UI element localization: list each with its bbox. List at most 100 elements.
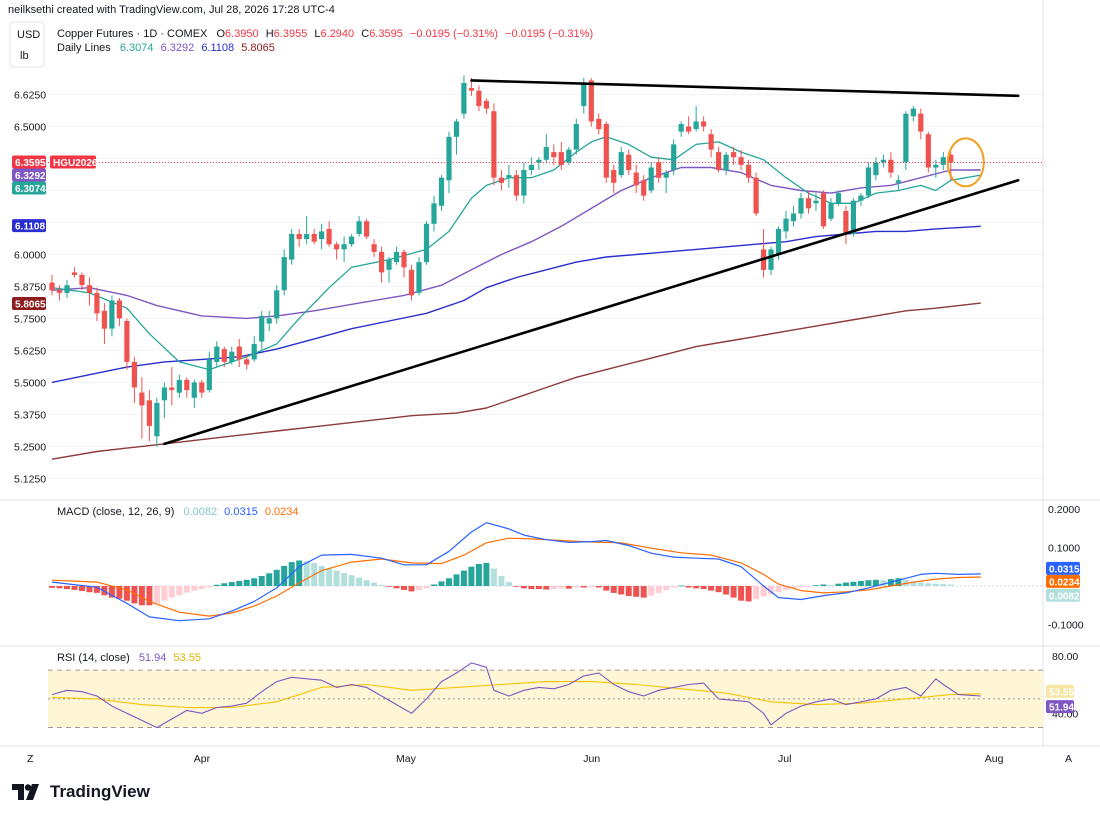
macd-hist-bar (625, 586, 632, 596)
macd-hist-bar (408, 586, 415, 592)
macd-hist-bar (588, 586, 595, 588)
trendline (163, 178, 1020, 446)
candle-body (506, 175, 512, 178)
time-axis[interactable]: Apr May Jun Jul Aug (194, 753, 1004, 765)
candle-body (401, 251, 407, 268)
candle-body (244, 359, 250, 365)
macd-axis[interactable]: 0.2000 0.1000 -0.1000 (48, 504, 1084, 632)
candle-body (356, 221, 362, 234)
macd-hist-bar (318, 565, 325, 586)
candle-body (948, 154, 954, 163)
macd-line-path (51, 522, 981, 622)
candle-body (64, 285, 70, 293)
macd-hist-bar (273, 569, 280, 586)
candles (49, 75, 954, 447)
candle-body (663, 172, 669, 178)
candle-body (820, 193, 827, 227)
candle-body (678, 124, 684, 132)
macd-hist-bar (543, 586, 550, 590)
candle-body (393, 251, 400, 263)
unit-box[interactable] (9, 21, 45, 68)
macd-hist-bar (146, 586, 153, 606)
candle-body (746, 164, 752, 178)
trendlines[interactable] (163, 79, 1020, 446)
macd-hist-bar (198, 586, 205, 590)
price-tick-label: 5.3750 (14, 409, 46, 421)
macd-hist-bar (446, 578, 452, 586)
price-tick-label: 5.1250 (14, 473, 46, 485)
macd-hist-bar (693, 586, 700, 589)
candle-body (581, 83, 587, 106)
macd-hist-bar (123, 586, 130, 601)
macd-hist-bar (857, 581, 864, 586)
macd-hist-bar (371, 582, 378, 586)
ma-200-path (51, 302, 981, 460)
candle-body (296, 234, 302, 240)
macd-hist-bar (663, 586, 670, 591)
macd-hist-bar (648, 586, 655, 596)
candle-body (491, 111, 497, 178)
candle-body (71, 272, 78, 275)
rsi-guides (48, 669, 1043, 729)
candle-body (641, 180, 647, 196)
macd-badges: 0.0315 0.0234 0.0082 (1046, 561, 1080, 602)
price-pane[interactable]: 6.62506.50006.37506.25006.12506.00005.87… (12, 75, 1043, 485)
rsi-tick-label: 80.00 (1052, 651, 1078, 663)
candle-body (86, 285, 93, 293)
macd-hist-bar (258, 576, 265, 586)
candle-body (146, 400, 152, 426)
macd-hist-bar (633, 586, 640, 597)
price-badges: 6.3595 HGU2026 6.3292 6.3074 6.1108 5.8065 (12, 155, 98, 311)
candle-body (731, 152, 737, 158)
timezone-button[interactable]: Z (27, 753, 34, 765)
candle-body (498, 177, 504, 183)
candle-body (214, 346, 220, 362)
macd-hist-bar (505, 582, 512, 586)
macd-hist-bar (266, 573, 273, 586)
macd-hist-bar (940, 584, 947, 586)
macd-hist-bar (513, 586, 520, 587)
tradingview-logo[interactable]: TradingView (12, 782, 150, 802)
tradingview-logo-icon (12, 784, 39, 800)
macd-badge-bg (1046, 588, 1080, 602)
candle-body (184, 379, 190, 391)
candle-body (618, 152, 624, 176)
candle-body (304, 234, 310, 240)
macd-hist-bar (520, 586, 527, 589)
credit-text: neilksethi created with TradingView.com,… (8, 4, 335, 16)
candle-body (364, 221, 370, 237)
macd-hist-bar (438, 581, 445, 586)
macd-hist-bar (753, 586, 760, 600)
candle-body (805, 198, 812, 209)
macd-tick-label: 0.1000 (1048, 542, 1080, 554)
candle-body (798, 198, 804, 214)
candle-body (850, 200, 856, 234)
rsi-ma-badge: 53.55 (1049, 687, 1074, 698)
macd-hist-bar (895, 578, 902, 586)
macd-hist-bar (700, 586, 707, 590)
macd-hist-bar (550, 586, 557, 590)
macd-pane[interactable]: MACD (close, 12, 26, 9) 0.0082 0.0315 0.… (48, 504, 1084, 632)
macd-hist-bar (723, 586, 730, 595)
candle-body (895, 180, 901, 183)
candle-body (633, 172, 639, 186)
macd-hist-bar (108, 586, 115, 598)
auto-scale-button[interactable]: A (1065, 753, 1072, 765)
candle-body (835, 193, 842, 204)
macd-hist-bar (760, 586, 767, 597)
macd-hist-bar (872, 579, 879, 586)
candle-body (229, 351, 235, 362)
candle-body (221, 349, 227, 362)
time-tick-label: Jun (583, 753, 600, 765)
macd-hist-bar (236, 581, 243, 586)
candle-body (783, 218, 789, 232)
candle-body (813, 200, 819, 204)
candle-body (446, 136, 452, 181)
macd-hist-bar (378, 584, 385, 586)
candle-body (918, 113, 924, 132)
candle-body (259, 315, 265, 342)
price-axis[interactable]: 6.62506.50006.37506.25006.12506.00005.87… (14, 90, 1043, 486)
candle-body (648, 167, 654, 191)
